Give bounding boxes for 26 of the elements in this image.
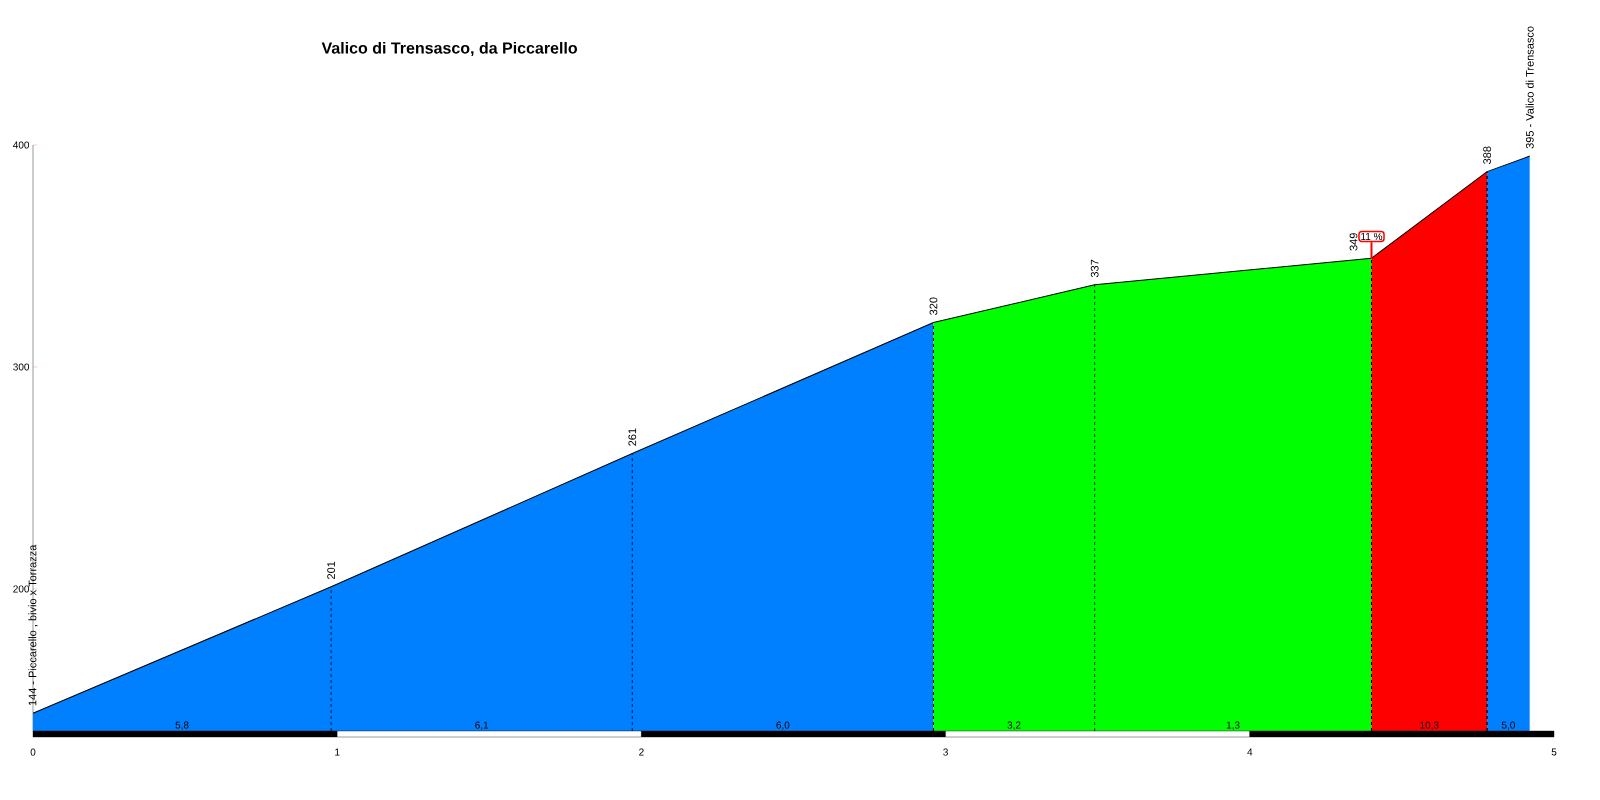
annotation: 5,0 — [1501, 721, 1515, 730]
data-label: 395 - Valico di Trensasco — [1525, 26, 1534, 149]
annotation: 6,0 — [776, 721, 790, 730]
data-label: 388 — [1483, 146, 1491, 164]
y-tick-label: 300 — [13, 363, 30, 371]
x-tick-label: 0 — [30, 748, 36, 756]
data-label: 349 — [1349, 233, 1358, 251]
x-tick-label: 3 — [943, 748, 948, 756]
y-tick-label: 400 — [13, 141, 30, 149]
x-tick-label: 1 — [335, 748, 340, 756]
annotation: 6,1 — [475, 721, 489, 730]
y-tick-label: 200 — [13, 585, 30, 593]
x-tick-label: 5 — [1551, 748, 1557, 756]
data-label: 144 - Piccarello , bivio x Torrazza — [28, 544, 38, 706]
annotation: 1,3 — [1226, 721, 1240, 730]
annotation: 11 % — [1361, 232, 1383, 240]
data-label: 337 — [1090, 259, 1099, 278]
x-tick-label: 4 — [1247, 748, 1253, 756]
chart-title: Valico di Trensasco, da Piccarello — [321, 41, 578, 57]
annotation: 10,3 — [1420, 721, 1439, 730]
annotation: 3,2 — [1007, 721, 1021, 730]
data-label: 261 — [628, 428, 637, 446]
data-label: 320 — [929, 297, 938, 315]
data-label: 201 — [327, 561, 336, 579]
annotation: 5,8 — [175, 721, 189, 730]
x-tick-label: 2 — [639, 748, 644, 756]
